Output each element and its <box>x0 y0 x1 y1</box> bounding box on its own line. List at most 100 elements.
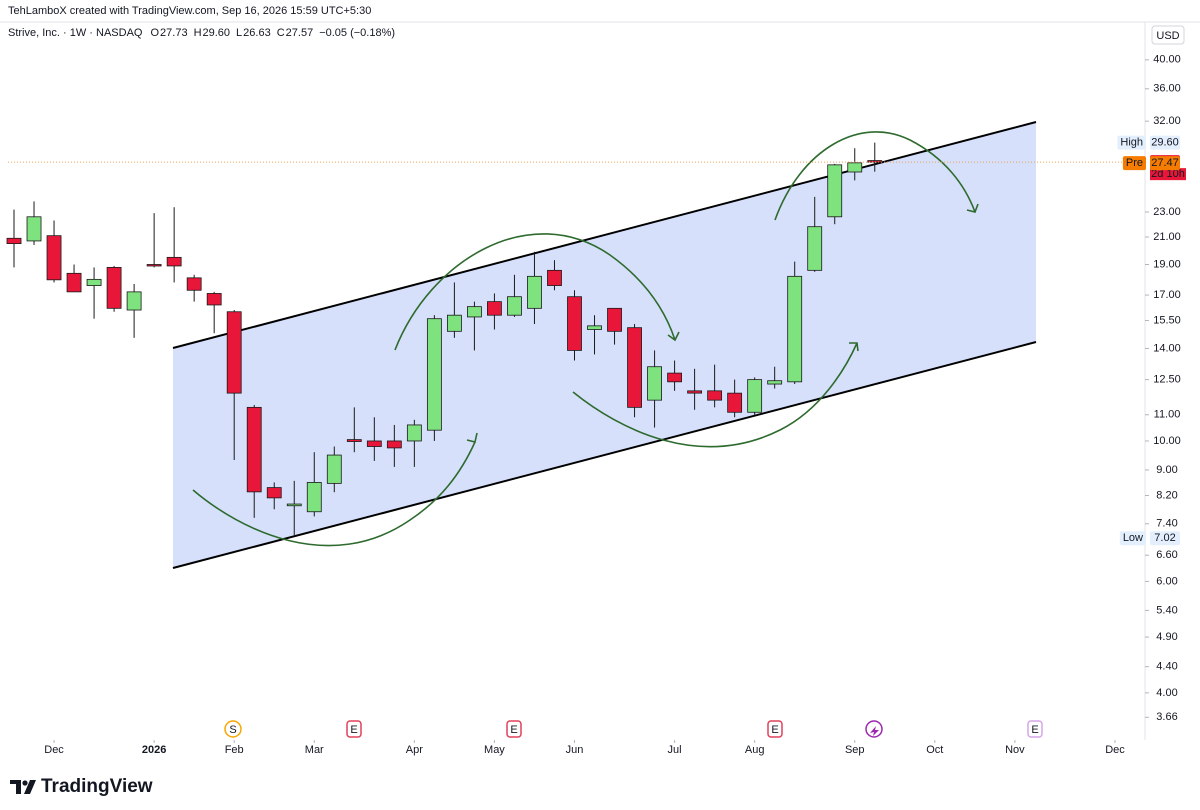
countdown: 2d 10h <box>1151 168 1185 180</box>
y-tick-label: 3.66 <box>1156 711 1177 723</box>
candle-body <box>66 272 82 293</box>
currency-box <box>1151 25 1185 45</box>
arrow-curve <box>394 233 676 351</box>
candle-body <box>727 392 743 413</box>
y-tick-label: 6.00 <box>1156 575 1177 587</box>
price-label-box <box>1150 531 1180 546</box>
arrow-head <box>849 342 859 352</box>
arrow-head <box>667 331 680 342</box>
brand-logo <box>10 780 36 794</box>
header: TehLamboX created with TradingView.com, … <box>8 5 371 17</box>
x-tick-label: 2026 <box>142 744 166 756</box>
channel-upper <box>172 121 1037 349</box>
event-label: E <box>1031 724 1038 736</box>
candle-body <box>547 269 562 286</box>
candle-body <box>747 379 763 413</box>
brand: TradingView <box>41 776 153 797</box>
candle-body <box>286 503 302 507</box>
candle-body <box>166 256 182 267</box>
x-tick-label: Jun <box>566 744 584 756</box>
candle-body <box>507 296 522 316</box>
candle-body <box>647 366 662 401</box>
candle-body <box>106 267 122 309</box>
y-tick-label: 12.50 <box>1153 374 1181 386</box>
arrow-head <box>966 203 979 213</box>
arrow-curve <box>572 342 858 448</box>
candle-body <box>326 454 342 484</box>
x-tick-label: Dec <box>44 744 64 756</box>
y-tick-label: 23.00 <box>1153 206 1181 218</box>
legend-value: 27.57 <box>286 27 314 39</box>
event-icon[interactable] <box>346 720 362 738</box>
logo-part <box>10 780 21 794</box>
y-tick-label: 40.00 <box>1153 54 1181 66</box>
x-tick-label: Feb <box>225 744 244 756</box>
candle-body <box>406 424 422 442</box>
candle-body <box>26 216 42 242</box>
logo-part <box>24 780 36 794</box>
candle-body <box>306 482 322 513</box>
candle-body <box>487 301 502 316</box>
y-tick-label: 36.00 <box>1153 83 1181 95</box>
candle-body <box>527 275 542 309</box>
legend-key: O <box>150 27 159 39</box>
y-tick-label: 15.50 <box>1153 314 1181 326</box>
candle-body <box>807 226 823 271</box>
candle-body <box>847 162 863 173</box>
y-tick-label: 4.40 <box>1156 661 1177 673</box>
candle-body <box>707 390 723 401</box>
y-tick-label: 4.90 <box>1156 631 1177 643</box>
y-tick-label: 32.00 <box>1153 115 1181 127</box>
x-tick-label: Oct <box>926 744 943 756</box>
y-tick-label: 8.20 <box>1156 489 1177 501</box>
candle-body <box>86 278 102 286</box>
legend-change: −0.05 (−0.18%) <box>319 27 395 39</box>
candle-body <box>567 296 582 351</box>
arrows <box>192 131 979 547</box>
x-tick-label: Apr <box>406 744 423 756</box>
event-label: S <box>229 724 236 736</box>
price-label-tag: Low <box>1123 532 1143 544</box>
candle-body <box>146 264 162 267</box>
channel-lower <box>172 341 1037 569</box>
price-label-box <box>1150 156 1180 171</box>
y-tick-label: 10.00 <box>1153 435 1181 447</box>
event-label: E <box>510 724 517 736</box>
candle-body <box>206 293 222 306</box>
symbol: Strive, Inc. · 1W · NASDAQ <box>8 27 143 39</box>
x-tick-label: Mar <box>305 744 324 756</box>
candle-body <box>126 291 142 311</box>
candle-body <box>627 327 642 408</box>
event-icon[interactable] <box>1027 720 1043 738</box>
y-tick-label: 4.00 <box>1156 687 1177 699</box>
legend-value: 29.60 <box>203 27 231 39</box>
event-icon[interactable] <box>767 720 783 738</box>
y-tick-label: 11.00 <box>1154 409 1181 421</box>
candle-body <box>446 314 462 332</box>
legend-value: 26.63 <box>243 27 271 39</box>
event-label: E <box>350 724 357 736</box>
legend-key: L <box>236 27 242 39</box>
x-tick-label: Nov <box>1005 744 1025 756</box>
price-label: 29.60 <box>1151 137 1179 149</box>
price-label: 27.47 <box>1151 157 1179 169</box>
event-icon[interactable] <box>224 720 242 738</box>
candle-body <box>226 311 242 394</box>
arrow-curve <box>192 441 476 547</box>
legend-value: 27.73 <box>160 27 188 39</box>
arrow-head <box>466 432 478 443</box>
candle-body <box>426 318 442 431</box>
x-tick-label: May <box>484 744 505 756</box>
y-tick-label: 9.00 <box>1156 464 1177 476</box>
candle-body <box>366 440 382 447</box>
candle-body <box>346 439 362 442</box>
event-icon[interactable] <box>506 720 522 738</box>
price-label: 7.02 <box>1154 532 1175 544</box>
candle-body <box>186 277 202 291</box>
y-tick-label: 19.00 <box>1153 258 1181 270</box>
candle-body <box>767 380 783 385</box>
countdown-box <box>1150 168 1186 181</box>
x-tick-label: Jul <box>668 744 682 756</box>
candle-body <box>246 406 262 493</box>
